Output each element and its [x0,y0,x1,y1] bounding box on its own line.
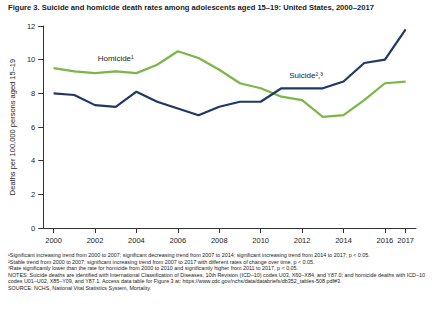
html-text:NOTES: Suicide deaths are iden: NOTES: Suicide deaths are identified wit… [8,271,425,285]
html-text:³Rate significantly lower than: ³Rate significantly lower than the rate … [8,265,299,272]
svg-text:2016: 2016 [377,236,394,245]
html-text:²Stable trend from 2000 to 200: ²Stable trend from 2000 to 2007; signifi… [8,258,315,265]
svg-text:Suicide²,³: Suicide²,³ [289,71,323,80]
svg-text:0: 0 [31,224,35,233]
svg-text:2012: 2012 [294,236,311,245]
svg-text:2006: 2006 [170,236,187,245]
svg-text:2010: 2010 [252,236,269,245]
svg-text:10: 10 [27,55,35,64]
svg-text:2017: 2017 [397,236,414,245]
html-text:¹Significant increasing trend: ¹Significant increasing trend from 2000 … [8,252,370,258]
svg-text:4: 4 [31,156,35,165]
html-text:SOURCE: NCHS, National Vital S: SOURCE: NCHS, National Vital Statistics … [8,285,151,291]
svg-text:12: 12 [27,22,35,31]
svg-text:8: 8 [31,89,35,98]
svg-text:2002: 2002 [87,236,104,245]
svg-text:6: 6 [31,123,35,132]
html-text:Figure 3. Suicide and homicide: Figure 3. Suicide and homicide death rat… [8,3,374,12]
svg-text:Deaths per 100,000 persons age: Deaths per 100,000 persons aged 15–19 [8,59,17,195]
svg-text:2: 2 [31,190,35,199]
svg-text:2000: 2000 [45,236,62,245]
svg-text:2008: 2008 [211,236,228,245]
svg-text:Homicide¹: Homicide¹ [98,54,134,63]
svg-text:2014: 2014 [335,236,352,245]
svg-text:2004: 2004 [128,236,145,245]
